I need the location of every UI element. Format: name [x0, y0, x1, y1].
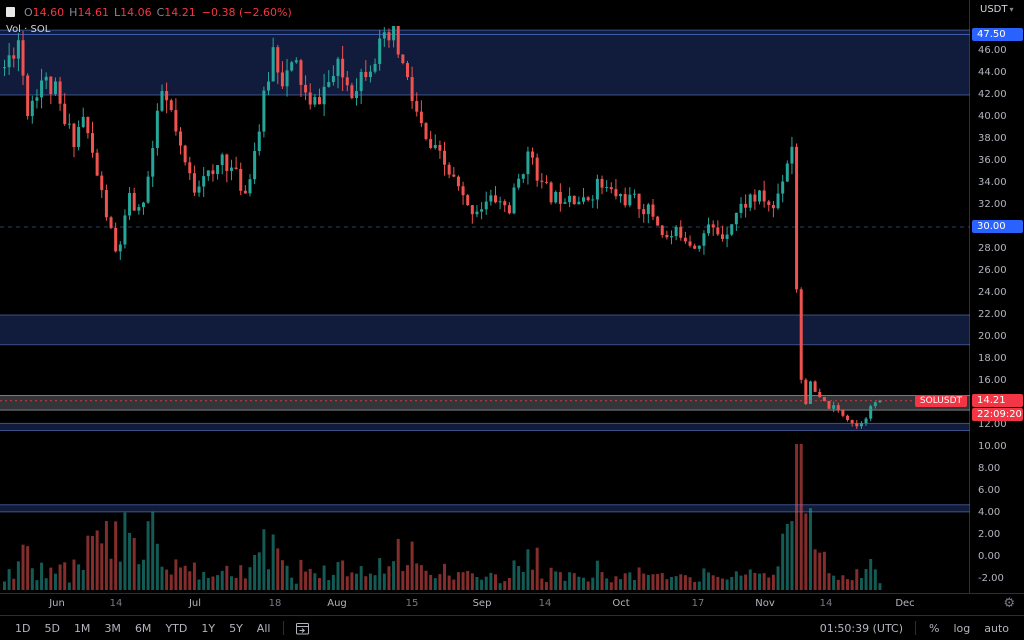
range-button-6m[interactable]: 6M [134, 621, 152, 635]
close-value: 14.21 [164, 6, 196, 19]
high-label: H [69, 6, 78, 19]
range-buttons: 1D 5D 1M 3M 6M YTD 1Y 5Y All [8, 620, 277, 637]
currency-label: USDT [980, 4, 1008, 15]
range-button-all[interactable]: All [256, 621, 271, 635]
price-tick: 40.00 [978, 111, 1007, 122]
price-tick: 36.00 [978, 155, 1007, 166]
time-tick: 14 [819, 598, 833, 609]
price-tick: 12.00 [978, 419, 1007, 430]
bar-countdown-label: 22:09:20 [972, 407, 1023, 421]
time-axis[interactable]: Jun 14 Jul 18 Aug 15 Sep 14 Oct 17 Nov 14 Dec ⚙ [0, 593, 1024, 615]
range-button-1d[interactable]: 1D [15, 621, 31, 635]
range-button-5y[interactable]: 5Y [229, 621, 243, 635]
chevron-down-icon: ▾ [1009, 5, 1014, 14]
time-tick: Sep [472, 598, 492, 609]
change-value: −0.38 (−2.60%) [201, 6, 292, 19]
volume-legend: Vol · SOL [6, 24, 51, 35]
range-button-1y[interactable]: 1Y [201, 621, 216, 635]
scale-button-log[interactable]: log [953, 621, 971, 635]
low-label: L [113, 6, 121, 19]
price-tick: 8.00 [978, 463, 1001, 474]
price-line-symbol-tag: SOLUSDT [914, 394, 967, 407]
calendar-icon [296, 622, 310, 634]
time-tick: 17 [691, 598, 705, 609]
price-tick: 10.00 [978, 441, 1007, 452]
chart-pane[interactable]: O14.60 H14.61 L14.06 C14.21 −0.38 (−2.60%) V… [0, 0, 970, 593]
price-tick: 44.00 [978, 67, 1007, 78]
price-tick: 46.00 [978, 45, 1007, 56]
bottom-toolbar: 1D 5D 1M 3M 6M YTD 1Y 5Y All 01:50:39 (UTC) % log… [0, 615, 1024, 640]
price-tick: 38.00 [978, 133, 1007, 144]
price-tick: 18.00 [978, 353, 1007, 364]
go-to-date-button[interactable] [290, 619, 315, 638]
price-tick: -2.00 [978, 573, 1004, 584]
time-tick: Nov [755, 598, 775, 609]
time-tick: Dec [895, 598, 915, 609]
price-tick: 26.00 [978, 265, 1007, 276]
level-price-label: 30.00 [972, 220, 1023, 233]
time-tick: 18 [268, 598, 282, 609]
clock-utc[interactable]: 01:50:39 (UTC) [819, 621, 903, 635]
price-tick: 28.00 [978, 243, 1007, 254]
scale-button-percent[interactable]: % [929, 621, 940, 635]
price-tick: 0.00 [978, 551, 1001, 562]
time-tick: Oct [612, 598, 630, 609]
price-tick: 24.00 [978, 287, 1007, 298]
current-price-label: 14.21 [972, 393, 1023, 407]
range-button-ytd[interactable]: YTD [165, 621, 188, 635]
time-tick: 15 [405, 598, 419, 609]
price-tick: 34.00 [978, 177, 1007, 188]
time-tick: 14 [538, 598, 552, 609]
currency-selector[interactable]: USDT ▾ [971, 0, 1024, 20]
open-label: O [24, 6, 33, 19]
scale-buttons: % log auto [922, 620, 1016, 637]
toolbar-divider [283, 621, 285, 635]
price-tick: 42.00 [978, 89, 1007, 100]
price-tick: 20.00 [978, 331, 1007, 342]
price-tick: 16.00 [978, 375, 1007, 386]
range-button-5d[interactable]: 5D [44, 621, 60, 635]
time-tick: Aug [327, 598, 347, 609]
high-value: 14.61 [77, 6, 109, 19]
level-price-label: 47.50 [972, 27, 1023, 41]
price-tick: 32.00 [978, 199, 1007, 210]
price-tick: 4.00 [978, 507, 1001, 518]
range-button-3m[interactable]: 3M [104, 621, 121, 635]
candlestick-chart[interactable] [0, 0, 970, 593]
scale-button-auto[interactable]: auto [984, 621, 1009, 635]
open-value: 14.60 [32, 6, 65, 19]
time-tick: Jun [49, 598, 65, 609]
close-label: C [156, 6, 165, 19]
toolbar-divider [915, 621, 916, 635]
time-tick: 14 [109, 598, 123, 609]
price-tick: 22.00 [978, 309, 1007, 320]
price-axis[interactable]: USDT ▾ 46.00 44.00 42.00 40.00 38.00 36.00 34.0… [971, 0, 1024, 593]
price-tick: 6.00 [978, 485, 1001, 496]
time-tick: Jul [188, 598, 202, 609]
low-value: 14.06 [120, 6, 152, 19]
symbol-chip-icon [6, 7, 15, 17]
range-button-1m[interactable]: 1M [73, 621, 91, 635]
settings-gear-icon[interactable]: ⚙ [1003, 596, 1015, 611]
ohlc-legend: O14.60 H14.61 L14.06 C14.21 −0.38 (−2.60%) [6, 6, 292, 19]
price-tick: 2.00 [978, 529, 1001, 540]
